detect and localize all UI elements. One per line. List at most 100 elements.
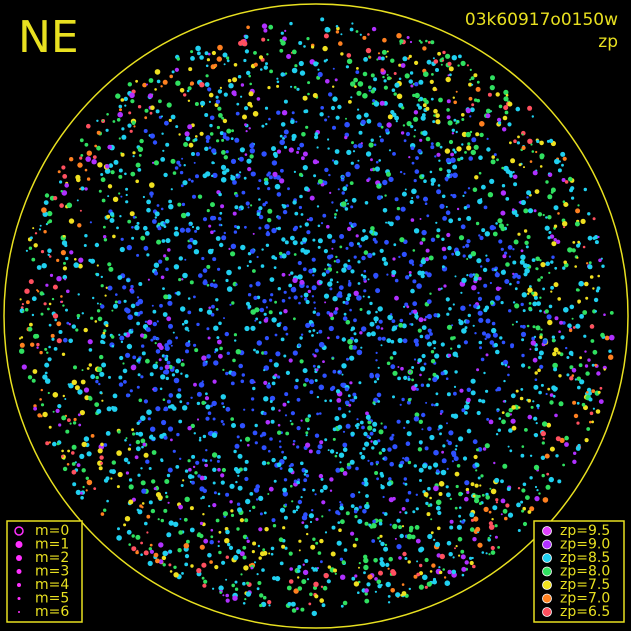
star — [223, 63, 226, 66]
star — [85, 489, 88, 492]
star — [358, 505, 362, 509]
star — [497, 428, 501, 432]
star — [488, 419, 494, 425]
star — [427, 465, 432, 470]
star — [363, 431, 368, 437]
star — [577, 299, 581, 304]
star — [54, 318, 57, 322]
star — [195, 460, 200, 465]
star — [357, 242, 360, 246]
star — [521, 363, 526, 368]
star — [174, 166, 179, 170]
star — [207, 52, 211, 56]
star — [430, 40, 435, 45]
star — [350, 269, 355, 274]
star — [316, 332, 319, 334]
magnitude-legend-entries: m=0m=1m=2m=3m=4m=5m=6 — [14, 523, 69, 620]
star — [230, 174, 233, 177]
star — [202, 217, 208, 222]
star — [392, 152, 396, 156]
star — [469, 560, 474, 566]
star — [375, 288, 381, 294]
star — [445, 205, 448, 208]
star — [96, 145, 101, 151]
star — [450, 157, 456, 163]
star — [256, 97, 261, 101]
star — [89, 258, 96, 264]
star — [280, 122, 286, 127]
star — [163, 370, 167, 375]
star — [512, 208, 515, 211]
star — [327, 281, 333, 287]
star — [579, 356, 582, 360]
star — [550, 290, 553, 293]
star — [545, 180, 549, 184]
star — [345, 319, 351, 325]
star — [534, 189, 540, 195]
star — [417, 447, 423, 452]
star — [412, 510, 416, 514]
star — [382, 179, 388, 186]
star — [379, 135, 382, 138]
star — [72, 421, 77, 425]
star — [394, 537, 397, 540]
star — [316, 312, 321, 317]
star — [363, 477, 368, 482]
star — [74, 461, 77, 464]
star — [156, 337, 160, 341]
star — [361, 326, 367, 332]
star — [551, 255, 555, 259]
star — [271, 381, 276, 386]
star — [78, 423, 82, 427]
star — [390, 221, 394, 225]
star — [535, 422, 538, 425]
star — [339, 501, 342, 504]
star — [283, 478, 288, 482]
compass-label: NE — [18, 12, 79, 63]
star — [364, 441, 370, 447]
star — [555, 454, 559, 458]
star — [253, 348, 256, 352]
star — [103, 329, 107, 333]
mode-label: zp — [598, 32, 618, 52]
star — [62, 394, 65, 398]
star — [335, 209, 339, 212]
star — [384, 194, 387, 197]
star — [101, 362, 107, 368]
star — [329, 399, 333, 403]
star — [173, 264, 180, 270]
star — [113, 303, 118, 309]
star — [232, 595, 238, 601]
star — [584, 438, 589, 443]
star — [361, 481, 365, 485]
star — [96, 130, 101, 135]
star — [343, 263, 348, 268]
star — [577, 240, 581, 244]
star — [243, 467, 248, 472]
star — [416, 103, 420, 107]
star — [31, 296, 37, 302]
star — [205, 139, 210, 143]
star — [257, 581, 262, 585]
star — [459, 388, 464, 393]
star — [192, 194, 196, 199]
star — [447, 74, 450, 77]
star — [390, 313, 393, 316]
star — [267, 86, 271, 90]
star — [191, 480, 195, 485]
star — [181, 572, 184, 575]
star — [279, 48, 284, 53]
star — [483, 371, 486, 375]
star — [304, 524, 309, 529]
star — [332, 427, 337, 432]
star — [252, 269, 256, 273]
star — [481, 228, 486, 233]
star — [534, 378, 538, 382]
star — [189, 506, 194, 511]
star — [336, 281, 339, 284]
star — [409, 71, 414, 75]
star — [537, 278, 541, 282]
star — [549, 138, 554, 143]
star — [320, 17, 325, 22]
star — [94, 402, 100, 407]
